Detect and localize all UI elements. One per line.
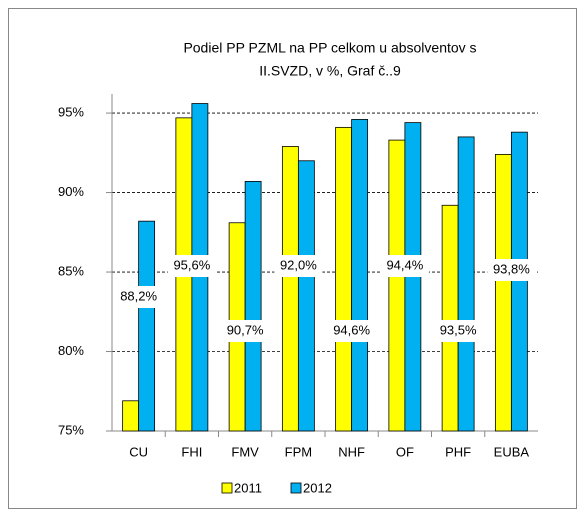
data-label-box — [434, 320, 483, 342]
data-label: 90,7% — [227, 322, 264, 337]
data-label: 88,2% — [120, 288, 157, 303]
data-label: 93,5% — [440, 322, 477, 337]
bar — [297, 160, 315, 432]
chart-title: Podiel PP PZML na PP celkom u absolvento… — [183, 40, 476, 56]
data-label-box — [167, 255, 216, 277]
legend-label: 2012 — [303, 480, 332, 495]
x-tick-label: CU — [129, 444, 148, 459]
bar — [244, 181, 262, 432]
y-tick-label: 95% — [58, 105, 84, 120]
y-tick-label: 85% — [58, 263, 84, 278]
data-label: 92,0% — [280, 257, 317, 272]
bar — [441, 204, 459, 432]
chart-title: II.SVZD, v %, Graf č..9 — [259, 63, 401, 79]
data-label: 94,6% — [333, 322, 370, 337]
x-tick-label: OF — [396, 444, 414, 459]
data-label: 95,6% — [173, 257, 210, 272]
bar — [351, 119, 369, 432]
data-label-box — [380, 255, 429, 277]
bar — [281, 146, 299, 432]
legend-swatch — [290, 482, 302, 494]
y-tick-label: 80% — [58, 343, 84, 358]
data-label-box — [114, 286, 163, 308]
bar — [335, 126, 353, 432]
y-tick-label: 75% — [58, 422, 84, 437]
bar — [457, 136, 475, 432]
bar — [388, 139, 406, 432]
bar — [138, 220, 156, 432]
x-tick-label: NHF — [338, 444, 365, 459]
data-label-box — [221, 320, 270, 342]
data-label-box — [274, 255, 323, 277]
bar — [494, 154, 512, 432]
x-tick-label: FMV — [231, 444, 259, 459]
data-label-box — [487, 259, 536, 281]
bar — [510, 131, 528, 432]
x-tick-label: FHI — [181, 444, 202, 459]
x-tick-label: FPM — [285, 444, 312, 459]
data-label: 94,4% — [386, 257, 423, 272]
x-tick-label: EUBA — [494, 444, 530, 459]
y-tick-label: 90% — [58, 184, 84, 199]
legend-swatch — [221, 482, 233, 494]
data-label-box — [327, 320, 376, 342]
x-tick-label: PHF — [445, 444, 471, 459]
bar — [122, 400, 140, 432]
data-label: 93,8% — [493, 261, 530, 276]
legend-label: 2011 — [234, 480, 262, 495]
